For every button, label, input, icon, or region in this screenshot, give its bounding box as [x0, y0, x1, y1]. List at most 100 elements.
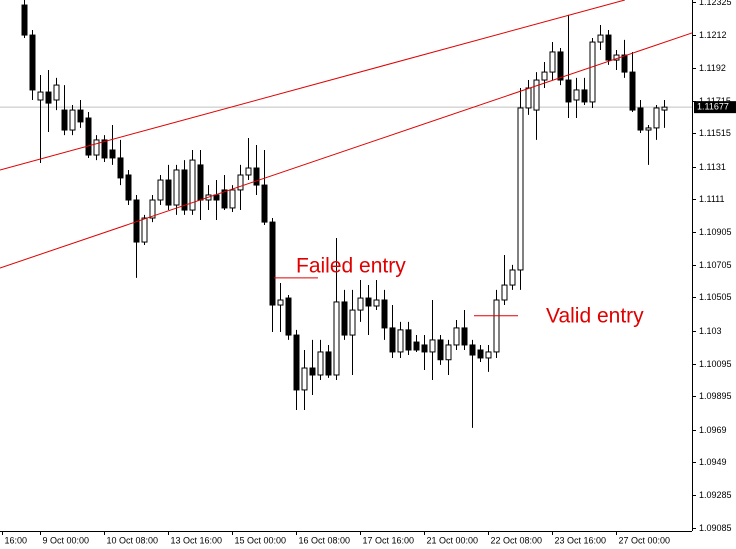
price-label-box [694, 101, 736, 114]
y-tick-label: 1.1131 [699, 162, 726, 172]
y-tick-label: 1.103 [699, 326, 722, 336]
candle-body [61, 109, 68, 131]
candle-body [125, 174, 132, 201]
candle-body [573, 89, 580, 101]
candle-body [69, 109, 76, 131]
candle-body [485, 351, 492, 359]
candle-body [357, 297, 364, 311]
annotation: Valid entry [546, 304, 644, 327]
candle-body [53, 84, 60, 101]
candle-body [285, 297, 292, 336]
candle-body [389, 327, 396, 353]
x-tick-label: 13 Oct 16:00 [171, 535, 223, 545]
candle-body [653, 107, 660, 129]
candle-body [189, 159, 196, 211]
candle-body [637, 107, 644, 131]
candle-body [581, 89, 588, 103]
candle-body [317, 351, 324, 376]
candle-body [45, 91, 52, 104]
y-tick-label: 1.10705 [699, 260, 732, 270]
x-tick-label: 27 Oct 00:00 [619, 535, 671, 545]
candle-body [173, 169, 180, 206]
candle-body [197, 164, 204, 201]
candle-body [605, 34, 612, 61]
candle-body [629, 71, 636, 111]
y-tick-label: 1.12325 [699, 0, 732, 7]
candle-body [29, 34, 36, 91]
candle-body [261, 184, 268, 223]
candle-body [85, 117, 92, 156]
candle-body [21, 4, 28, 36]
candle-body [341, 301, 348, 336]
candle-body [429, 339, 436, 353]
candle-body [541, 71, 548, 81]
candle-body [645, 127, 652, 131]
candle-body [437, 339, 444, 361]
y-tick-label: 1.1192 [699, 63, 726, 73]
candle-body [557, 51, 564, 81]
candle-body [149, 199, 156, 219]
y-tick-label: 1.11515 [699, 128, 731, 138]
candle-body [405, 329, 412, 351]
candle-body [477, 349, 484, 359]
candle-body [589, 41, 596, 103]
price-label: 1.11677 [697, 102, 729, 112]
y-tick-label: 1.0969 [699, 425, 727, 435]
candle-body [509, 269, 516, 286]
candle-body [525, 87, 532, 109]
candle-body [445, 344, 452, 361]
y-tick-label: 1.09085 [699, 523, 732, 533]
candle-body [621, 54, 628, 73]
candle-body [469, 344, 476, 356]
candle-body [397, 329, 404, 353]
trend-line [0, 0, 625, 171]
candle-body [277, 299, 284, 306]
candle-body [421, 344, 428, 353]
candle-body [333, 301, 340, 376]
x-tick-label: 22 Oct 08:00 [491, 535, 543, 545]
candle-body [165, 179, 172, 206]
y-tick-label: 1.09895 [699, 391, 732, 401]
trend-line [0, 32, 693, 269]
candle-body [501, 284, 508, 301]
candle-body [597, 34, 604, 43]
y-tick-label: 1.09285 [699, 490, 732, 500]
y-tick-label: 1.1111 [699, 194, 725, 204]
candle-body [493, 299, 500, 353]
candle-body [453, 327, 460, 346]
y-tick-label: 1.10905 [699, 227, 732, 237]
candle-body [365, 297, 372, 307]
x-tick-label: 16 Oct 08:00 [299, 535, 351, 545]
candle-body [253, 167, 260, 186]
candle-body [37, 91, 44, 101]
candle-body [413, 341, 420, 351]
candle-body [213, 194, 220, 201]
candle-body [117, 157, 124, 179]
candle-body [565, 79, 572, 103]
candle-body [157, 179, 164, 201]
candle-body [269, 221, 276, 306]
x-tick-label: 9 Oct 00:00 [43, 535, 90, 545]
y-tick-label: 1.10095 [699, 359, 732, 369]
candle-body [349, 309, 356, 336]
candle-body [661, 106, 668, 111]
y-tick-label: 1.1212 [699, 30, 727, 40]
candle-body [373, 299, 380, 307]
candle-body [533, 79, 540, 111]
candle-body [229, 189, 236, 209]
candle-body [237, 174, 244, 191]
candle-body [309, 367, 316, 376]
candle-body [549, 51, 556, 73]
x-tick-label: 16:00 [5, 535, 28, 545]
candle-body [109, 149, 116, 159]
candle-body [77, 109, 84, 123]
x-tick-label: 21 Oct 00:00 [427, 535, 479, 545]
candle-body [301, 367, 308, 391]
x-tick-label: 10 Oct 08:00 [107, 535, 159, 545]
candle-body [181, 169, 188, 211]
candle-body [517, 107, 524, 271]
y-tick-label: 1.10505 [699, 292, 732, 302]
x-tick-label: 23 Oct 16:00 [555, 535, 607, 545]
x-tick-label: 17 Oct 16:00 [363, 535, 415, 545]
